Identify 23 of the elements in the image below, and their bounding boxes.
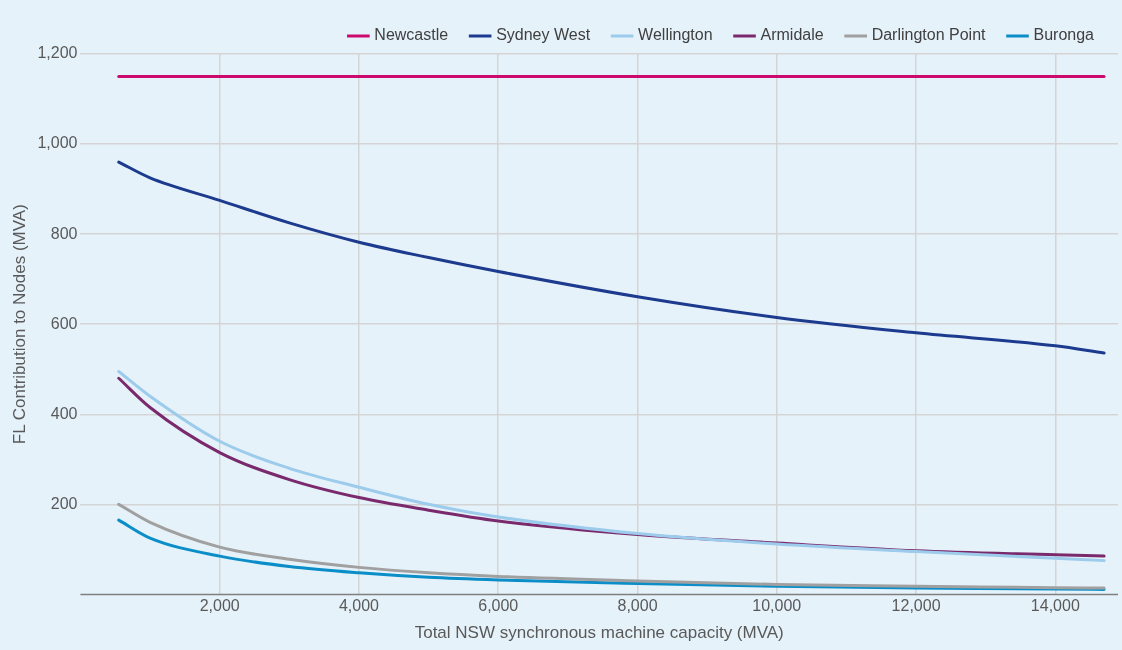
y-tick-label: 600 [50,314,78,332]
y-tick-label: 1,000 [37,134,78,152]
x-tick-label: 2,000 [199,597,240,615]
legend-label: Buronga [1033,26,1095,44]
x-tick-label: 6,000 [478,597,519,615]
legend-label: Newcastle [374,26,449,44]
y-tick-label: 1,200 [37,44,78,62]
x-axis-title: Total NSW synchronous machine capacity (MVA) [414,623,784,643]
legend-label: Darlington Point [871,26,987,44]
x-tick-label: 10,000 [752,597,802,615]
legend-label: Wellington [638,26,713,44]
x-tick-label: 4,000 [338,597,380,615]
line-series [117,160,1106,355]
y-tick-label: 800 [50,224,78,242]
y-axis-title: FL Contribution to Nodes (MVA) [9,204,29,445]
x-tick-label: 8,000 [617,597,658,615]
line-series [117,502,1106,590]
legend-label: Sydney West [496,26,591,44]
legend-label: Armidale [760,26,824,44]
y-tick-label: 400 [50,404,78,422]
y-tick-label: 200 [50,494,78,512]
x-tick-label: 14,000 [1030,597,1080,615]
x-tick-label: 12,000 [891,597,941,615]
